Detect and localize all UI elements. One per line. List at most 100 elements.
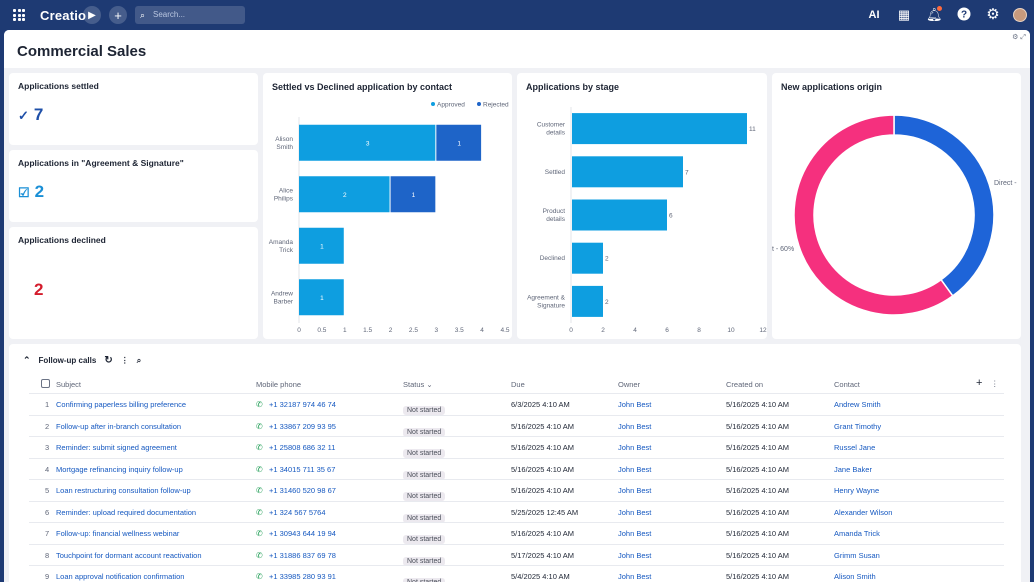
bar-value-label: 2 [605,256,609,263]
table-row[interactable]: 7 Follow-up: financial wellness webinar ✆ +… [29,522,1004,544]
expand-icon[interactable]: ⤢ [1020,34,1026,41]
status-badge: Not started [403,550,446,571]
mobile-phone-link[interactable]: +1 31460 520 98 67 [269,486,336,495]
phone-icon[interactable]: ✆ [256,486,263,495]
select-all-checkbox[interactable] [41,379,50,388]
due-date: 5/17/2025 4:10 AM [511,550,574,560]
subject-link[interactable]: Loan restructuring consultation follow-u… [56,486,191,495]
table-row[interactable]: 8 Touchpoint for dormant account reactiva… [29,543,1004,566]
subject-link[interactable]: Follow-up: financial wellness webinar [56,529,180,538]
phone-icon[interactable]: ✆ [256,421,263,431]
svg-text:?: ? [961,10,967,21]
mobile-phone-link[interactable]: +1 30943 644 19 94 [269,529,336,538]
follow-up-calls-table: ⌃ Follow-up calls ↻ ⋮ ⌕ Subject Mobile p… [9,344,1021,582]
mobile-phone-link[interactable]: +1 33867 209 93 95 [269,421,336,431]
subject-link[interactable]: Reminder: submit signed agreement [56,443,177,452]
play-icon: ▶ [88,9,96,21]
subject-link[interactable]: Loan approval notification confirmation [56,572,185,581]
column-header-status[interactable]: Status ⌄ [403,380,433,389]
contact-link[interactable]: Grimm Susan [834,550,880,560]
apps-icon[interactable]: ▦ [897,7,911,22]
gear-icon[interactable]: ⚙ [1012,34,1019,41]
chart-card-contact: Settled vs Declined application by conta… [263,73,512,339]
table-row[interactable]: 6 Reminder: upload required documentation… [29,500,1004,523]
phone-icon[interactable]: ✆ [256,550,263,560]
phone-icon[interactable]: ✆ [256,572,263,581]
contact-link[interactable]: Grant Timothy [834,421,882,431]
column-header-owner[interactable]: Owner [618,380,641,389]
due-date: 5/4/2025 4:10 AM [511,572,570,581]
bar [299,227,344,264]
row-number: 3 [45,443,50,452]
mobile-phone-link[interactable]: +1 324 567 5764 [269,507,326,517]
owner-link[interactable]: John Best [618,400,652,409]
table-row[interactable]: 4 Mortgage refinancing inquiry follow-up ✆… [29,457,1004,480]
phone-icon[interactable]: ✆ [256,400,263,409]
table-row[interactable]: 3 Reminder: submit signed agreement ✆ +1 25… [29,436,1004,458]
category-label: Philips [274,195,294,202]
category-label: Settled [545,169,566,176]
collapse-chevron-icon[interactable]: ⌃ [23,355,31,365]
owner-link[interactable]: John Best [618,443,652,452]
app-grid-icon[interactable] [13,9,25,21]
column-header-mobile-phone[interactable]: Mobile phone [256,380,302,389]
settings-gear-icon[interactable]: ⚙ [986,6,1000,23]
x-tick-label: 2 [601,327,605,334]
category-label: Andrew [271,290,293,297]
table-row[interactable]: 9 Loan approval notification confirmation… [29,565,1004,582]
mobile-phone-link[interactable]: +1 31886 837 69 78 [269,550,336,560]
owner-link[interactable]: John Best [618,550,652,560]
mobile-phone-link[interactable]: +1 34015 711 35 67 [269,464,336,474]
owner-link[interactable]: John Best [618,572,652,581]
help-icon[interactable]: ? [956,7,972,23]
subject-link[interactable]: Follow-up after in-branch consultation [56,421,182,431]
x-tick-label: 4 [633,327,637,334]
column-header-due[interactable]: Due [511,380,525,389]
user-avatar[interactable] [1013,8,1027,22]
phone-icon[interactable]: ✆ [256,443,263,452]
column-header-subject[interactable]: Subject [56,380,82,389]
owner-link[interactable]: John Best [618,421,652,431]
mobile-phone-link[interactable]: +1 32187 974 46 74 [269,400,336,409]
contact-link[interactable]: Amanda Trick [834,529,880,538]
contact-link[interactable]: Henry Wayne [834,486,880,495]
creatio-logo[interactable]: Creatio [40,8,87,23]
refresh-icon[interactable]: ↻ [104,355,113,366]
run-process-button[interactable]: ▶ [83,6,101,24]
bar-value-label: 3 [366,140,370,147]
bar [299,124,436,161]
column-header-created-on[interactable]: Created on [726,380,764,389]
phone-icon[interactable]: ✆ [256,507,263,517]
search-icon[interactable]: ⌕ [136,355,142,365]
subject-link[interactable]: Reminder: upload required documentation [56,507,197,517]
contact-link[interactable]: Andrew Smith [834,400,881,409]
contact-link[interactable]: Alexander Wilson [834,507,893,517]
mobile-phone-link[interactable]: +1 33985 280 93 91 [269,572,336,581]
slice-label: Direct - [994,180,1017,187]
phone-icon[interactable]: ✆ [256,529,263,538]
table-row[interactable]: 5 Loan restructuring consultation follow-… [29,479,1004,501]
search-input[interactable]: ⌕ Search... [135,6,245,24]
owner-link[interactable]: John Best [618,486,652,495]
add-button[interactable]: + [109,6,127,24]
add-column-icon[interactable]: + [976,377,983,389]
subject-link[interactable]: Mortgage refinancing inquiry follow-up [56,464,183,474]
contact-link[interactable]: Alison Smith [834,572,876,581]
phone-icon[interactable]: ✆ [256,464,263,474]
subject-link[interactable]: Confirming paperless billing preference [56,400,187,409]
ai-button[interactable]: AI [868,9,880,21]
owner-link[interactable]: John Best [618,507,652,517]
metric-title: Applications declined [18,235,106,245]
column-header-contact[interactable]: Contact [834,380,860,389]
table-row[interactable]: 2 Follow-up after in-branch consultation ✆… [29,414,1004,437]
owner-link[interactable]: John Best [618,529,652,538]
created-on: 5/16/2025 4:10 AM [726,400,789,409]
more-options-icon[interactable]: ⋮ [120,356,129,365]
owner-link[interactable]: John Best [618,464,652,474]
mobile-phone-link[interactable]: +1 25808 686 32 11 [269,443,336,452]
table-row[interactable]: 1 Confirming paperless billing preference… [29,393,1004,415]
subject-link[interactable]: Touchpoint for dormant account reactivat… [56,550,202,560]
column-menu-icon[interactable]: ⋮ [991,379,999,388]
contact-link[interactable]: Russel Jane [834,443,876,452]
contact-link[interactable]: Jane Baker [834,464,872,474]
